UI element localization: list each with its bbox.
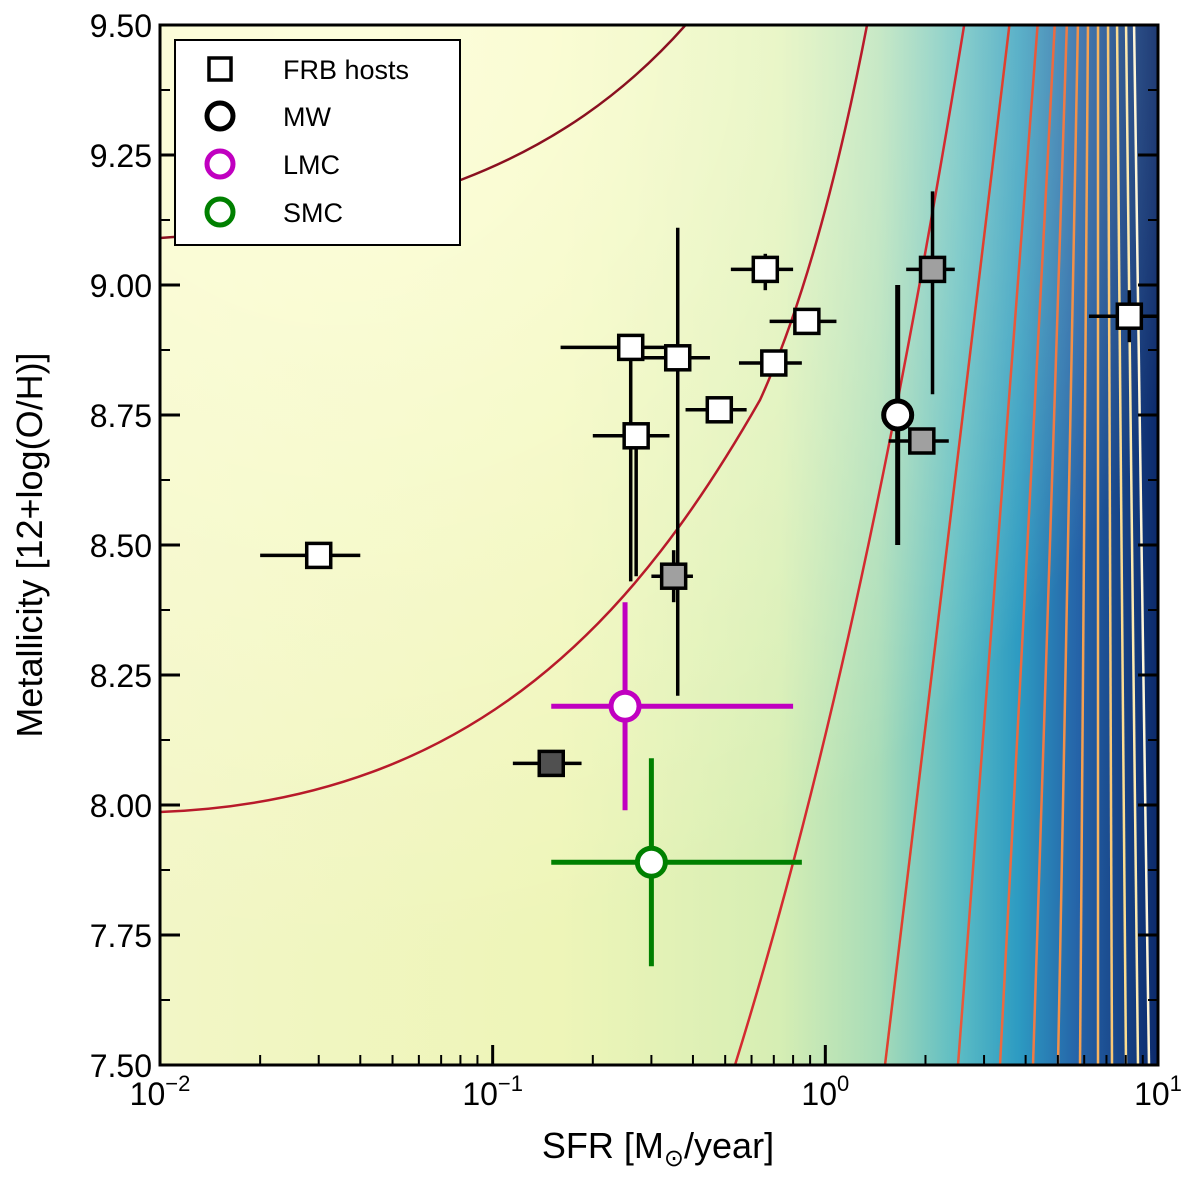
data-point-frb-host <box>751 255 780 284</box>
data-point-smc <box>634 845 668 879</box>
contour-line <box>733 25 966 1065</box>
data-point-frb-host <box>304 541 333 570</box>
data-point-frb-host <box>918 255 947 284</box>
x-axis-label: SFR [M⊙/year] <box>542 1125 774 1172</box>
contour-line <box>160 25 869 814</box>
data-point-lmc <box>608 689 642 723</box>
contour-line <box>1115 25 1128 1065</box>
y-axis-label: Metallicity [12+log(O/H)] <box>9 352 50 737</box>
contour-line <box>1124 25 1140 1065</box>
contour-line <box>1132 25 1151 1065</box>
legend: FRB hosts MW LMC SMC <box>174 39 461 246</box>
y-tick-label: 8.50 <box>90 528 152 564</box>
axis-ticks: 7.50 7.75 8.00 8.25 8.50 8.75 9.00 9.25 9.50 10−2… <box>90 8 1182 1112</box>
data-point-frb-host <box>622 422 650 450</box>
y-tick-label: 7.50 <box>90 1048 152 1084</box>
data-point-frb-host <box>616 333 645 362</box>
contour-lines <box>160 25 1151 1065</box>
y-tick-label: 8.00 <box>90 788 152 824</box>
data-point-frb-host <box>793 307 821 336</box>
contour-line <box>1106 25 1114 1065</box>
x-tick-label: 100 <box>801 1071 849 1112</box>
data-point-frb-host <box>537 749 565 778</box>
contour-line <box>956 25 1039 1065</box>
x-tick-label: 10−2 <box>130 1071 191 1112</box>
data-point-frb-host <box>663 344 692 372</box>
data-point-frb-host <box>659 562 688 590</box>
x-tick-label: 10−1 <box>462 1071 523 1112</box>
y-tick-label: 9.25 <box>90 138 152 174</box>
y-tick-label: 7.75 <box>90 918 152 954</box>
contour-line <box>883 25 1011 1065</box>
contour-line <box>1078 25 1090 1065</box>
legend-label-lmc: LMC <box>283 150 340 180</box>
y-tick-label: 9.00 <box>90 268 152 304</box>
data-point-frb-host <box>705 396 734 424</box>
legend-label-mw: MW <box>283 102 331 132</box>
data-markers <box>304 255 1144 879</box>
legend-label-frb: FRB hosts <box>283 55 409 85</box>
contour-line <box>998 25 1056 1065</box>
legend-label-smc: SMC <box>283 198 343 228</box>
data-point-frb-host <box>1115 302 1144 330</box>
data-point-mw <box>881 398 915 432</box>
y-tick-label: 9.50 <box>90 8 152 44</box>
contour-line <box>1031 25 1069 1065</box>
legend-marker-smc <box>204 196 236 228</box>
legend-marker-lmc <box>204 148 236 180</box>
data-point-frb-host <box>760 349 788 377</box>
y-tick-label: 8.25 <box>90 658 152 694</box>
x-tick-label: 101 <box>1134 1071 1182 1112</box>
legend-marker-mw <box>204 100 236 132</box>
y-tick-label: 8.75 <box>90 398 152 434</box>
contour-line <box>1056 25 1080 1065</box>
legend-marker-frb <box>207 56 233 82</box>
data-point-frb-host <box>908 427 936 455</box>
